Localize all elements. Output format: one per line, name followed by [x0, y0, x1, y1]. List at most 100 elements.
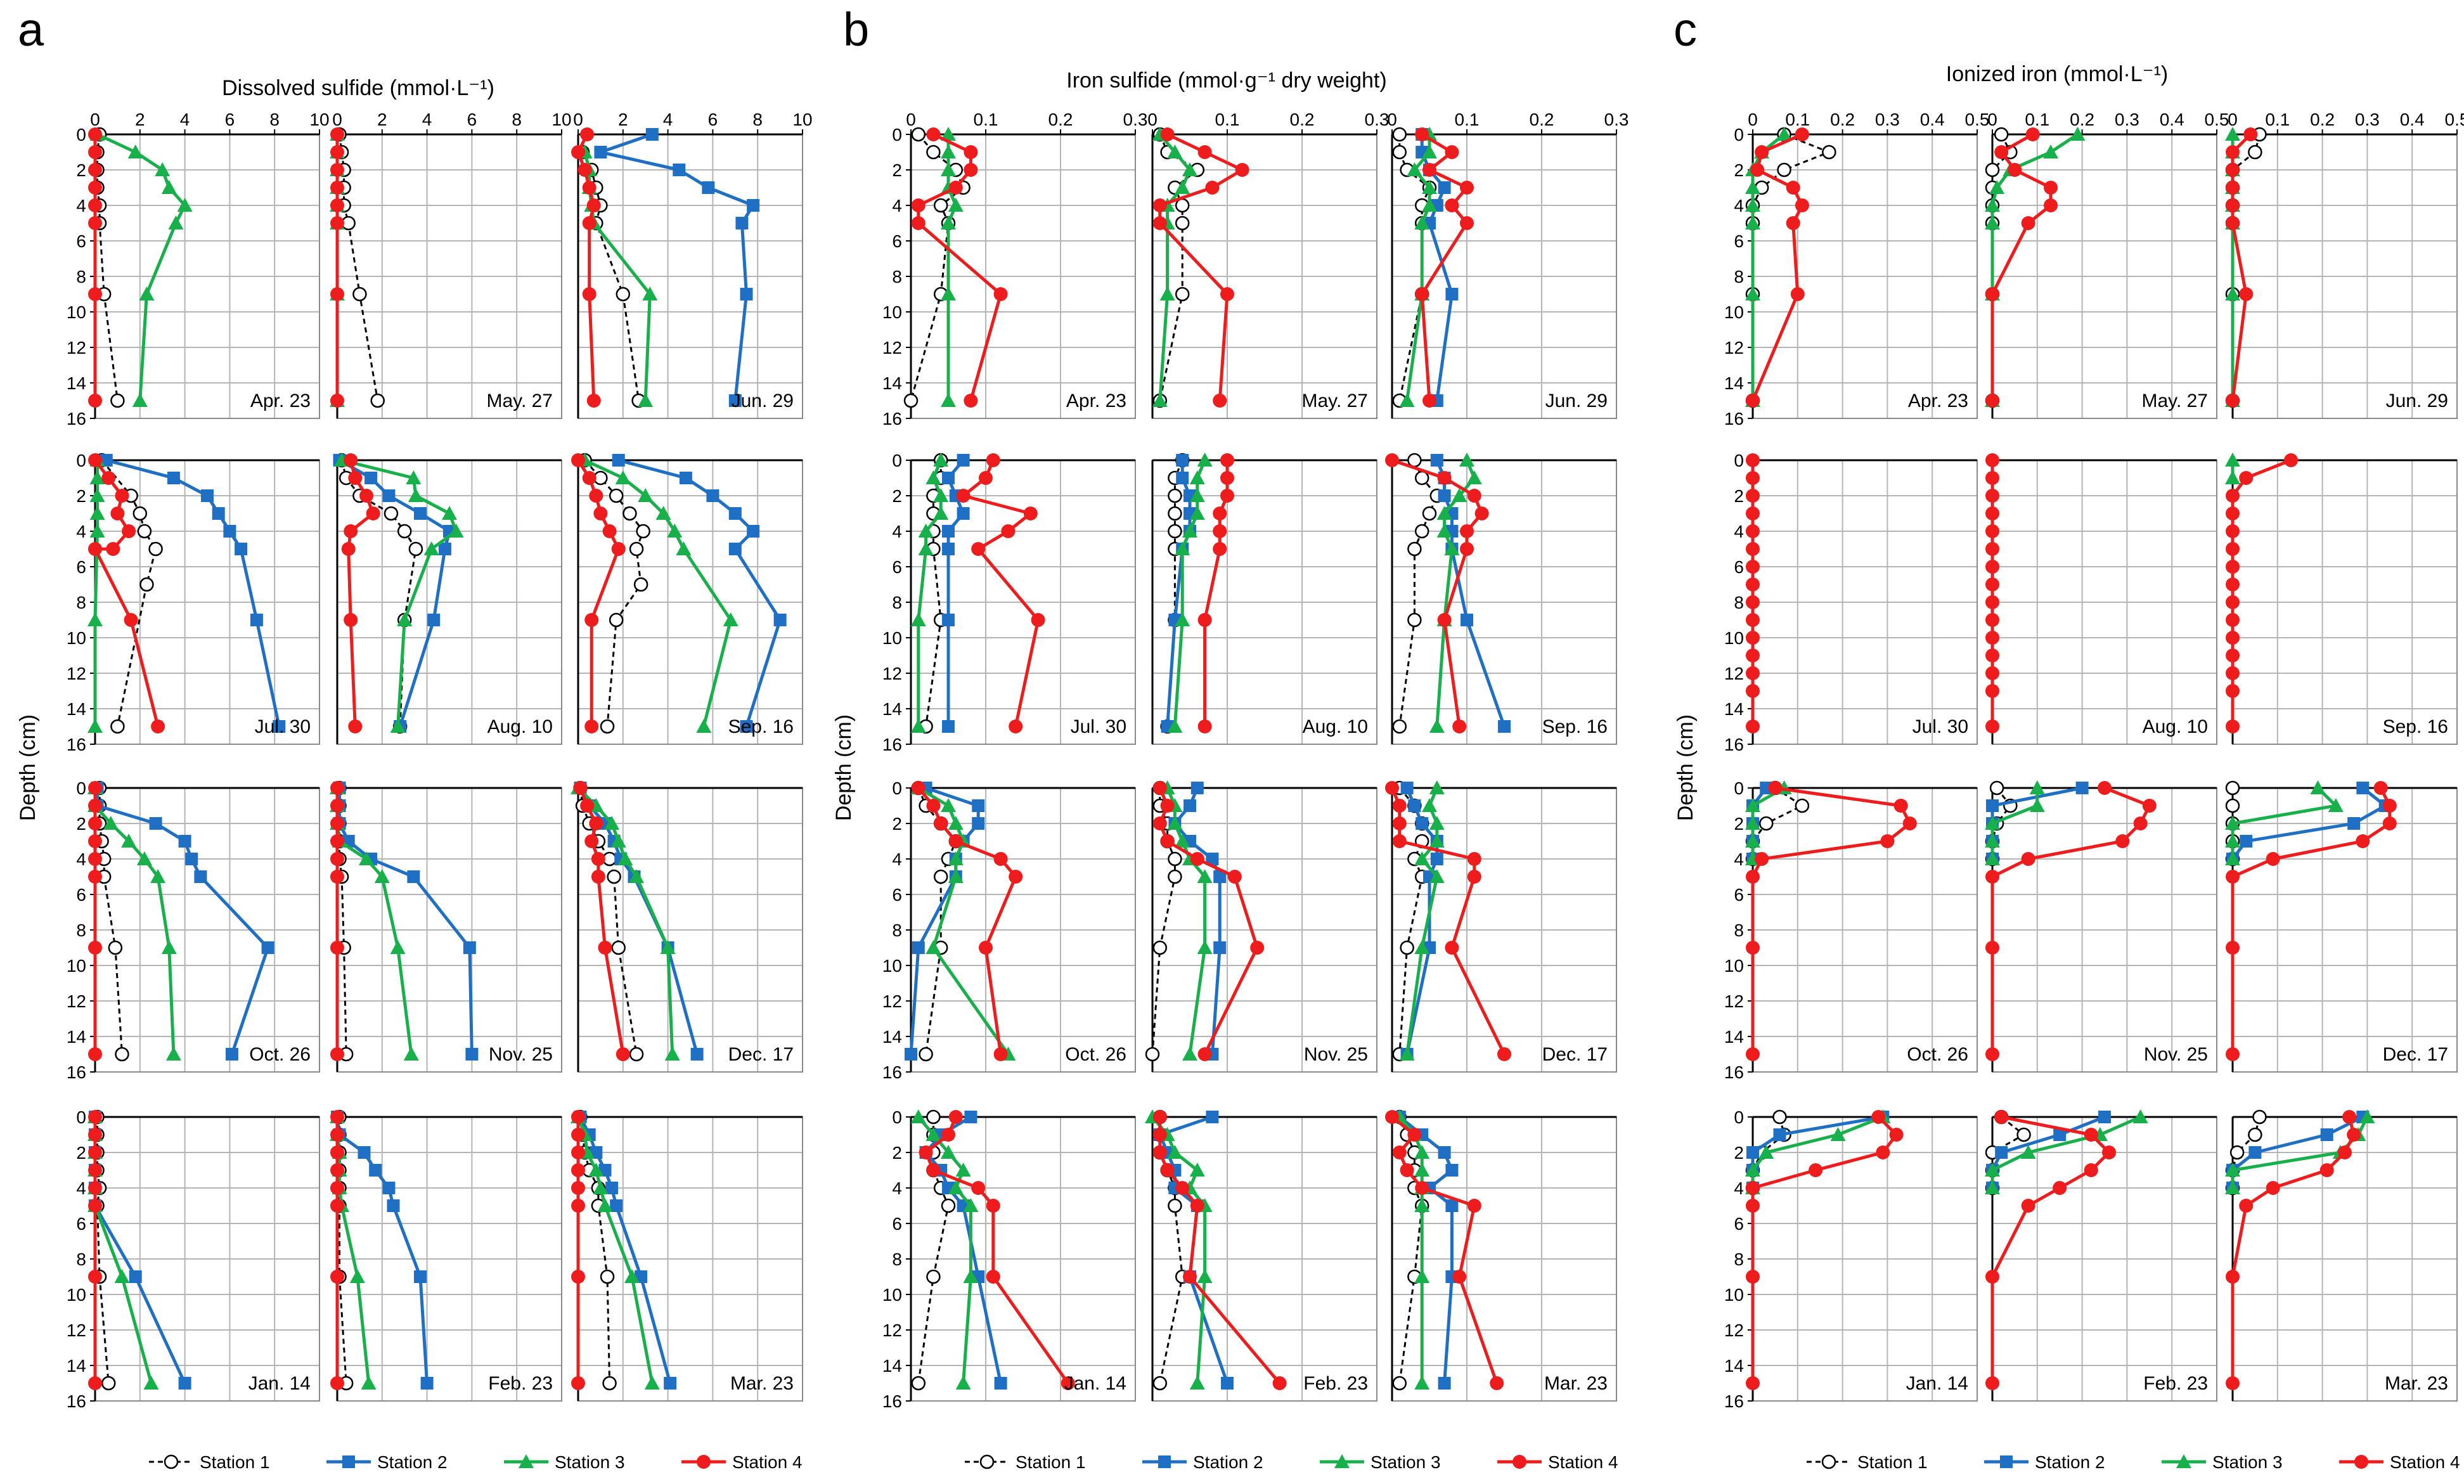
legend-item-station-4: Station 4 [2339, 1452, 2460, 1472]
y-tick-label: 14 [1724, 1356, 1744, 1376]
series-station-3 [571, 780, 680, 1061]
data-point [2098, 1111, 2111, 1123]
y-tick-label: 6 [1734, 885, 1744, 905]
data-point [2044, 198, 2058, 212]
data-point [1197, 453, 1213, 467]
data-point [1213, 542, 1227, 556]
data-point [151, 719, 165, 733]
legend-marker [1821, 1454, 1836, 1469]
data-point [942, 720, 955, 733]
data-point [1414, 524, 1429, 539]
panel-b-header: b Iron sulfide (mmol·g⁻¹ dry weight) [843, 3, 1387, 93]
series-line [917, 787, 957, 1055]
data-point [993, 287, 1008, 301]
date-label: Apr. 23 [1908, 390, 1968, 411]
data-point [1746, 542, 1760, 556]
legend-label: Station 4 [2390, 1452, 2460, 1472]
data-point [330, 870, 344, 884]
panel-b-title: Iron sulfide (mmol·g⁻¹ dry weight) [1066, 68, 1386, 93]
subplot-sep-16: Sep. 16 [2225, 453, 2458, 745]
data-point [177, 198, 193, 212]
date-label: Dec. 17 [2383, 1044, 2448, 1065]
data-point [2102, 1145, 2117, 1159]
series-station-3 [87, 453, 105, 733]
y-tick-label: 12 [1724, 664, 1744, 683]
data-point [933, 506, 949, 520]
y-tick-label: 2 [76, 814, 86, 834]
data-point [223, 525, 236, 538]
data-point [2239, 287, 2254, 301]
data-point [352, 287, 367, 302]
panel-letter-a: a [18, 3, 44, 56]
date-label: Jul. 30 [255, 716, 311, 737]
data-point [1460, 524, 1474, 538]
data-point [611, 542, 626, 556]
data-point [2044, 181, 2058, 195]
data-point [139, 287, 155, 300]
data-point [1422, 198, 1437, 212]
data-point [1746, 1047, 1760, 1061]
data-point [108, 940, 123, 955]
data-point [2243, 127, 2258, 141]
data-point [2382, 816, 2397, 830]
series-station-3 [577, 453, 739, 733]
data-point [1182, 162, 1197, 176]
data-point [465, 1048, 479, 1061]
series-station-4 [1152, 781, 1265, 1061]
series-station-4 [1746, 1110, 1904, 1390]
data-point [330, 1199, 344, 1213]
data-point [1422, 163, 1436, 177]
data-point [330, 216, 344, 230]
data-point [948, 181, 963, 195]
data-point [1460, 181, 1474, 195]
data-point [2084, 1163, 2098, 1177]
data-point [1437, 471, 1452, 485]
data-point [1750, 163, 1765, 177]
data-point [2226, 648, 2240, 662]
data-point [1467, 489, 1481, 503]
data-point [155, 162, 171, 176]
data-point [1422, 506, 1437, 521]
x-tick-label: 2 [377, 110, 387, 129]
data-point [1184, 799, 1196, 812]
data-point [1152, 781, 1167, 795]
subplot-jan-14: 0 2 4 6 8 10 12 14 16 Jan. 14 [67, 1107, 320, 1411]
data-point [2248, 1127, 2262, 1142]
data-point [1795, 198, 1809, 212]
data-point [87, 612, 103, 626]
y-tick-label: 10 [882, 628, 902, 648]
series-station-4 [1152, 127, 1249, 408]
y-tick-label: 14 [67, 699, 86, 719]
y-tick-label: 2 [892, 814, 902, 834]
data-point [2225, 287, 2240, 300]
series-station-2 [594, 128, 760, 407]
data-point [624, 1269, 640, 1283]
data-point [88, 542, 102, 556]
data-point [589, 489, 603, 503]
data-point [1445, 288, 1459, 300]
x-tick-label: 6 [225, 110, 235, 129]
data-point [361, 1376, 377, 1390]
data-point [2025, 127, 2040, 141]
data-point [2021, 852, 2035, 866]
data-point [1776, 127, 1792, 141]
data-point [408, 488, 423, 502]
data-point [602, 524, 617, 538]
data-point [2226, 666, 2240, 680]
date-label: Nov. 25 [2144, 1044, 2208, 1065]
y-tick-label: 2 [76, 1143, 86, 1163]
data-point [604, 816, 620, 830]
data-point [330, 1145, 344, 1159]
data-point [374, 869, 390, 883]
data-point [2239, 471, 2254, 485]
subplot-oct-26: 0 2 4 6 8 10 12 14 16 Oct. 26 [1724, 778, 1978, 1082]
data-point [993, 852, 1008, 866]
data-point [420, 1377, 434, 1390]
data-point [1985, 834, 2000, 848]
data-point [165, 1047, 181, 1061]
y-tick-label: 2 [892, 1143, 902, 1163]
y-tick-label: 8 [1734, 1249, 1744, 1269]
data-point [1880, 834, 1895, 848]
series-station-4 [2226, 127, 2258, 408]
legend-marker [1513, 1455, 1526, 1469]
